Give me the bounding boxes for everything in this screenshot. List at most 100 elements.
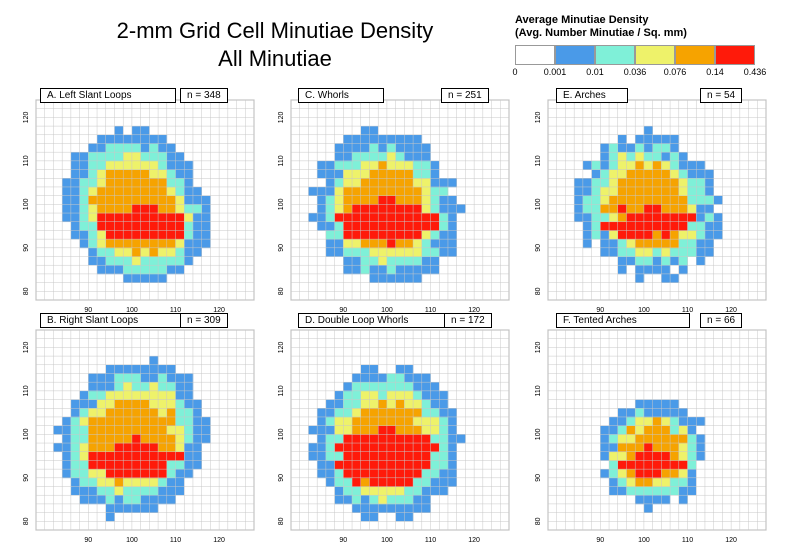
density-cell xyxy=(369,443,379,453)
density-cell xyxy=(62,451,72,461)
density-cell xyxy=(79,239,89,249)
density-cell xyxy=(447,443,457,453)
density-cell xyxy=(192,425,202,435)
density-cell xyxy=(123,469,133,479)
density-cell xyxy=(582,204,592,214)
density-cell xyxy=(447,230,457,240)
density-cell xyxy=(97,178,107,188)
density-cell xyxy=(661,273,671,283)
density-cell xyxy=(123,273,133,283)
density-cell xyxy=(131,178,141,188)
density-cell xyxy=(317,195,327,205)
density-cell xyxy=(661,408,671,418)
x-tick-label: 100 xyxy=(126,537,138,544)
density-cell xyxy=(158,195,168,205)
density-cell xyxy=(447,477,457,487)
density-cell xyxy=(105,416,115,426)
density-cell xyxy=(395,495,405,505)
density-cell xyxy=(105,213,115,223)
density-cell xyxy=(79,195,89,205)
density-cell xyxy=(308,186,318,196)
density-cell xyxy=(70,477,80,487)
density-cell xyxy=(79,221,89,231)
density-cell xyxy=(325,213,335,223)
density-cell xyxy=(369,178,379,188)
legend-label-4: 0.076 xyxy=(663,67,687,77)
density-cell xyxy=(413,273,423,283)
density-cell xyxy=(105,477,115,487)
density-cell xyxy=(421,265,431,275)
density-cell xyxy=(114,477,124,487)
y-tick-label: 90 xyxy=(278,244,285,252)
density-cell xyxy=(131,152,141,162)
density-cell xyxy=(369,416,379,426)
density-cell xyxy=(617,434,627,444)
density-cell xyxy=(166,382,176,392)
x-tick-label: 110 xyxy=(425,537,436,544)
density-cell xyxy=(62,425,72,435)
density-cell xyxy=(421,382,431,392)
density-cell xyxy=(360,434,370,444)
density-cell xyxy=(421,178,431,188)
density-cell xyxy=(149,213,159,223)
density-cell xyxy=(439,178,449,188)
density-cell xyxy=(713,213,723,223)
density-cell xyxy=(635,178,645,188)
density-cell xyxy=(609,239,619,249)
density-cell xyxy=(439,186,449,196)
density-cell xyxy=(369,204,379,214)
density-cell xyxy=(123,434,133,444)
density-cell xyxy=(635,213,645,223)
y-tick-label: 110 xyxy=(535,155,542,166)
density-cell xyxy=(79,469,89,479)
density-cell xyxy=(175,486,185,496)
sample-count: n = 251 xyxy=(441,88,489,103)
density-cell xyxy=(131,134,141,144)
density-cell xyxy=(386,195,396,205)
heatmap-panel-5: 90 100 110 120 120 110 100 90 80 xyxy=(535,329,767,544)
density-cell xyxy=(395,408,405,418)
density-cell xyxy=(439,425,449,435)
density-cell xyxy=(670,460,680,470)
density-cell xyxy=(97,451,107,461)
x-tick-label: 90 xyxy=(339,307,347,314)
panel-title: B. Right Slant Loops xyxy=(40,313,184,328)
density-cell xyxy=(413,204,423,214)
legend-swatch-3 xyxy=(635,45,675,65)
density-cell xyxy=(97,204,107,214)
density-cell xyxy=(352,160,362,170)
density-cell xyxy=(105,469,115,479)
density-cell xyxy=(643,503,653,513)
density-cell xyxy=(687,443,697,453)
density-cell xyxy=(413,495,423,505)
density-cell xyxy=(591,178,601,188)
density-cell xyxy=(166,152,176,162)
density-cell xyxy=(421,221,431,231)
density-cell xyxy=(670,213,680,223)
density-cell xyxy=(670,143,680,153)
density-cell xyxy=(369,512,379,522)
density-cell xyxy=(617,195,627,205)
x-tick-label: 120 xyxy=(213,537,225,544)
density-cell xyxy=(123,390,133,400)
density-cell xyxy=(447,221,457,231)
heatmap-panel-2: 90 100 110 120 120 110 100 90 80 xyxy=(535,99,767,314)
density-cell xyxy=(70,416,80,426)
heatmap-panel-1: 90 100 110 120 120 110 100 90 80 xyxy=(278,99,510,314)
density-cell xyxy=(395,469,405,479)
density-cell xyxy=(678,247,688,257)
density-cell xyxy=(343,443,353,453)
density-cell xyxy=(88,469,98,479)
y-tick-label: 80 xyxy=(278,287,285,295)
density-cell xyxy=(201,204,211,214)
density-cell xyxy=(140,399,150,409)
density-cell xyxy=(626,477,636,487)
y-tick-label: 90 xyxy=(535,244,542,252)
density-cell xyxy=(175,247,185,257)
density-cell xyxy=(184,443,194,453)
density-cell xyxy=(670,247,680,257)
y-tick-label: 120 xyxy=(535,111,542,123)
density-cell xyxy=(661,443,671,453)
density-cell xyxy=(140,143,150,153)
density-cell xyxy=(404,169,414,179)
